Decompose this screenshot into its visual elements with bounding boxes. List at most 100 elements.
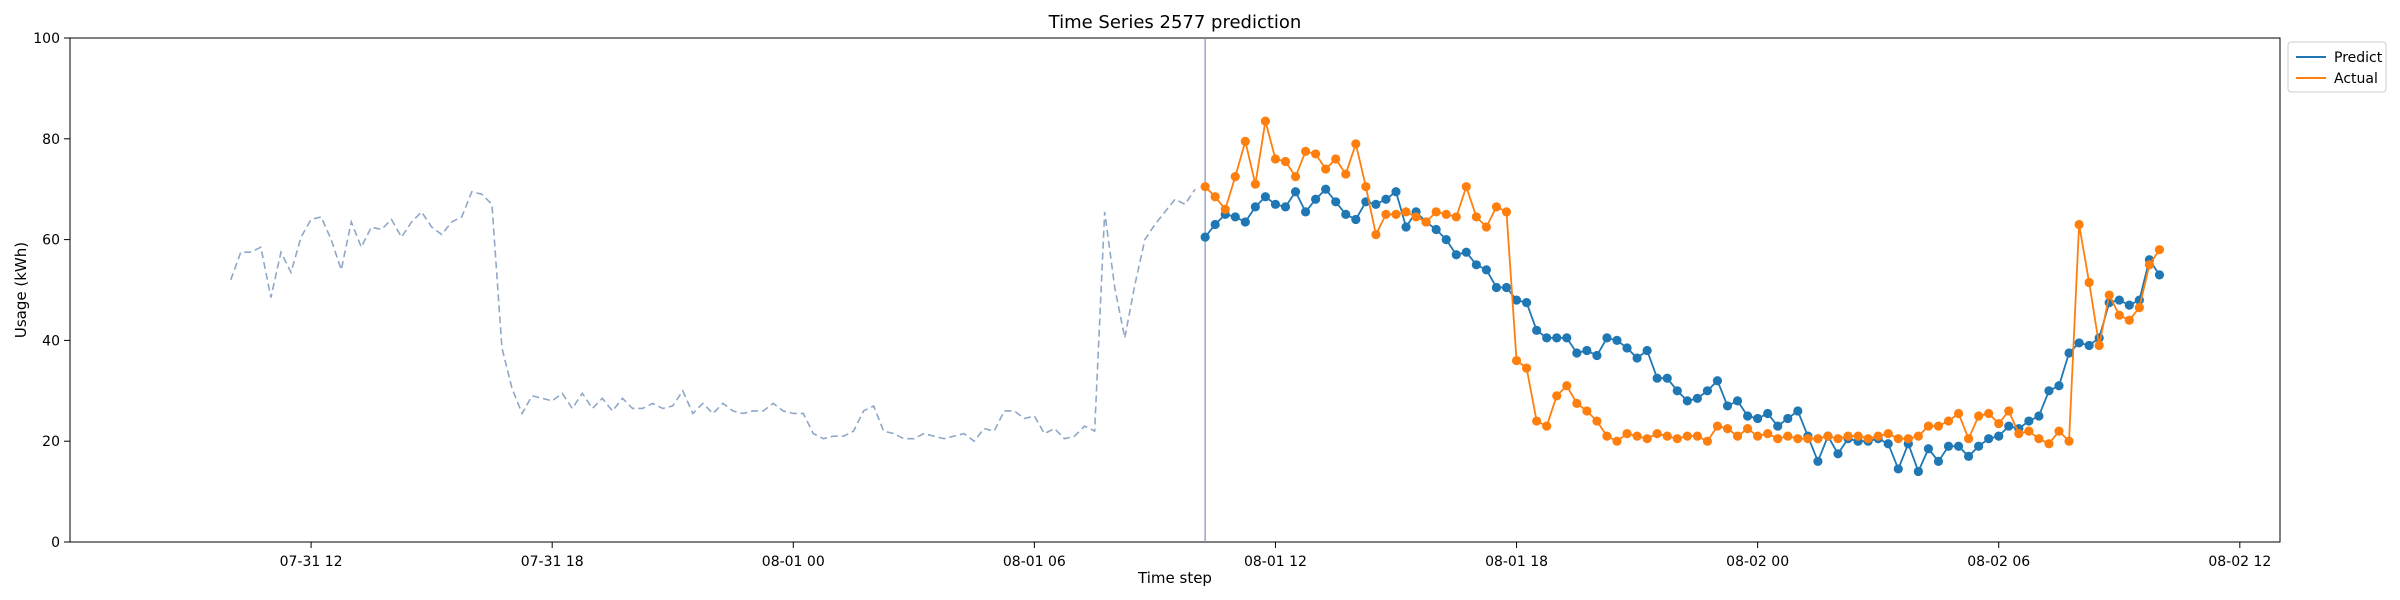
predict-point	[1210, 219, 1220, 230]
y-tick-label: 20	[42, 434, 60, 450]
actual-point	[2154, 245, 2165, 255]
predict-point	[1572, 348, 1582, 358]
actual-point	[2114, 310, 2124, 320]
predict-point	[1511, 295, 1522, 305]
actual-point	[1240, 136, 1250, 146]
predict-point	[1974, 441, 1984, 451]
predict-point	[1321, 184, 1331, 194]
actual-point	[1592, 416, 1602, 426]
actual-point	[1622, 429, 1632, 439]
actual-point	[2014, 429, 2024, 439]
y-tick-label: 80	[42, 132, 60, 148]
actual-point	[2094, 340, 2104, 351]
predict-point	[1270, 199, 1281, 209]
predict-point	[1763, 408, 1773, 419]
actual-point	[1481, 222, 1492, 232]
predict-point	[1401, 222, 1411, 232]
actual-point	[1773, 434, 1783, 444]
actual-point	[1672, 434, 1682, 444]
axes: 0 20 40 60 80 100 07-31 12 07-31 18 08-01 00 08-0…	[33, 31, 2281, 570]
y-tick-label: 100	[33, 31, 60, 47]
actual-point	[1532, 416, 1542, 426]
actual-point	[1431, 207, 1441, 217]
y-tick-label: 0	[51, 535, 60, 551]
actual-point	[2084, 277, 2094, 288]
x-tick-label: 08-02 12	[2208, 554, 2271, 570]
actual-point	[1542, 421, 1552, 431]
actual-point	[1823, 431, 1833, 441]
predict-point	[1793, 406, 1803, 416]
predict-point	[2044, 386, 2054, 396]
predict-point	[2114, 295, 2124, 305]
actual-point	[1682, 431, 1692, 441]
actual-point	[1491, 202, 1502, 212]
actual-point	[1722, 424, 1733, 434]
actual-point	[1200, 182, 1210, 192]
x-tick-label: 08-01 12	[1244, 554, 1307, 570]
predict-point	[2074, 338, 2084, 348]
actual-point	[2044, 439, 2054, 449]
actual-point	[2124, 315, 2134, 325]
predict-point	[1642, 345, 1652, 356]
legend-label-actual: Actual	[2334, 71, 2378, 87]
actual-point	[1652, 429, 1662, 439]
actual-point	[1552, 391, 1562, 401]
actual-point	[1753, 431, 1763, 441]
actual-point	[2074, 219, 2084, 230]
predict-point	[1632, 353, 1642, 363]
actual-point	[2004, 406, 2014, 416]
predict-point	[1722, 401, 1733, 411]
predict-point	[1290, 187, 1301, 197]
y-tick-label: 40	[42, 333, 60, 349]
predict-point	[1994, 431, 2004, 441]
actual-point	[1763, 429, 1773, 439]
x-tick-label: 08-02 00	[1726, 554, 1789, 570]
predict-point	[1893, 464, 1903, 474]
actual-point	[1521, 363, 1532, 373]
predict-point	[1984, 434, 1994, 444]
actual-point	[1461, 182, 1471, 192]
actual-point	[1873, 431, 1883, 441]
actual-point	[1210, 192, 1220, 202]
actual-point	[1371, 229, 1381, 240]
predict-point	[1943, 441, 1954, 451]
predict-point	[1371, 199, 1381, 209]
predict-point	[1953, 441, 1964, 451]
history-series	[229, 188, 1196, 443]
actual-point	[1300, 146, 1311, 156]
predict-point	[1250, 202, 1260, 212]
actual-point	[1913, 431, 1923, 441]
actual-point	[1893, 434, 1903, 444]
legend-label-predict: Predict	[2334, 50, 2383, 66]
chart-title: Time Series 2577 prediction	[1048, 12, 1302, 33]
actual-point	[1220, 204, 1230, 214]
actual-point	[1341, 169, 1351, 179]
y-axis-title: Usage (kWh)	[12, 242, 30, 338]
actual-point	[1863, 434, 1873, 444]
predict-point	[1742, 411, 1753, 421]
predict-point	[1240, 217, 1250, 227]
actual-point	[1421, 217, 1431, 227]
actual-point	[1391, 209, 1401, 219]
predict-point	[1532, 325, 1542, 335]
actual-point	[1511, 355, 1522, 366]
predict-point	[1712, 376, 1723, 386]
x-tick-label: 08-01 06	[1003, 554, 1066, 570]
plot-frame	[69, 37, 2281, 543]
predict-point	[1963, 451, 1974, 461]
predict-point	[1431, 224, 1441, 235]
actual-point	[1230, 172, 1240, 182]
predict-point	[1331, 197, 1341, 207]
actual-point	[1953, 408, 1964, 419]
predict-point	[2064, 348, 2074, 358]
predict-point	[1592, 350, 1602, 361]
predict-point	[1391, 187, 1401, 197]
predict-point	[1672, 386, 1682, 396]
x-tick-label: 07-31 18	[521, 554, 584, 570]
actual-point	[2104, 290, 2114, 300]
predict-point	[1933, 456, 1944, 466]
legend: Predict Actual	[2287, 41, 2387, 93]
actual-point	[1331, 154, 1341, 164]
x-tick-label: 07-31 12	[280, 554, 343, 570]
actual-point	[1803, 434, 1813, 444]
